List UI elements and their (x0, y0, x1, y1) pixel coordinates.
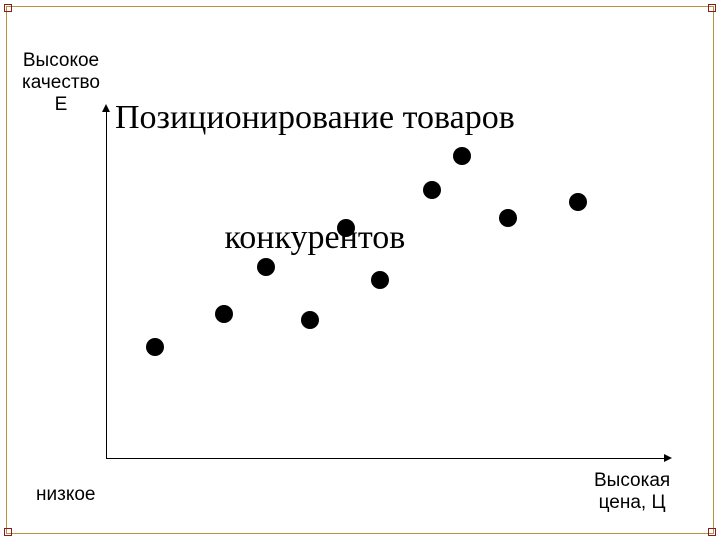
data-point (146, 338, 164, 356)
data-point (215, 305, 233, 323)
scatter-plot (0, 0, 720, 540)
data-point (371, 271, 389, 289)
data-point (301, 311, 319, 329)
data-point (257, 258, 275, 276)
data-point (569, 193, 587, 211)
data-point (337, 219, 355, 237)
data-point (453, 147, 471, 165)
data-point (423, 181, 441, 199)
data-point (499, 209, 517, 227)
